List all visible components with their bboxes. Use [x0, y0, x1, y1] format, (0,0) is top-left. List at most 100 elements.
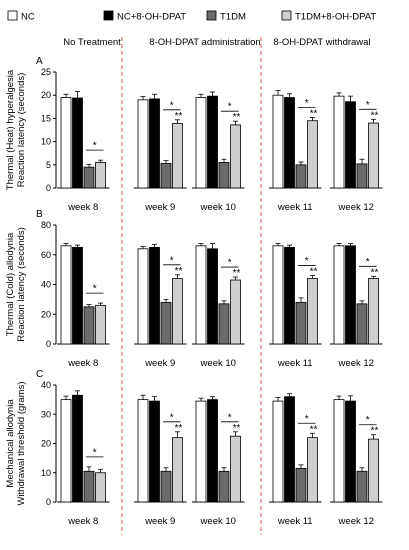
bar-t1dm — [356, 163, 368, 189]
y-tick-label: 5 — [46, 160, 51, 170]
bar-t1dm-8-oh-dpat — [172, 278, 183, 345]
bar-nc-8-oh-dpat — [72, 97, 83, 189]
group-week-11: week 11 *** — [269, 90, 322, 213]
y-tick-label: 0 — [46, 339, 51, 349]
group-week-11: week 11 *** — [269, 393, 322, 527]
bar-t1dm — [83, 166, 95, 189]
bar-nc-8-oh-dpat — [345, 400, 356, 503]
y-tick-label: 20 — [41, 309, 51, 319]
significance-mark: * — [93, 141, 97, 152]
bar-nc-8-oh-dpat — [345, 101, 356, 189]
bar-t1dm — [295, 164, 307, 189]
legend-label: T1DM+8-OH-DPAT — [295, 12, 376, 23]
group-week-12: week 12 *** — [330, 243, 383, 369]
bar-nc-8-oh-dpat — [284, 396, 295, 503]
x-tick-label: week 12 — [338, 202, 374, 213]
bar-nc — [195, 97, 207, 189]
group-week-9: week 9 *** — [134, 394, 187, 527]
legend-label: NC — [21, 12, 35, 23]
bar-nc-8-oh-dpat — [207, 248, 218, 345]
bar-nc — [60, 97, 72, 189]
legend-swatch-nc — [7, 10, 18, 21]
bar-t1dm — [356, 303, 368, 345]
legend-swatch-t1dm — [206, 10, 217, 21]
group-week-9: week 9 *** — [134, 93, 187, 213]
y-tick-label: 80 — [41, 220, 51, 230]
group-week-8: week 8 * — [57, 243, 110, 369]
bar-nc-8-oh-dpat — [284, 246, 295, 345]
bar-t1dm-8-oh-dpat — [95, 304, 106, 345]
x-tick-label: week 9 — [144, 202, 175, 213]
significance-mark: * — [305, 414, 309, 425]
phase-label-administration: 8-OH-DPAT administration — [149, 37, 260, 48]
group-week-10: week 10 *** — [192, 91, 245, 213]
bar-nc — [333, 399, 345, 503]
x-tick-label: week 10 — [200, 358, 236, 369]
significance-mark: * — [228, 258, 232, 269]
group-week-8: week 8 * — [57, 91, 110, 213]
bar-nc-8-oh-dpat — [72, 394, 83, 503]
y-tick-label: 60 — [41, 250, 51, 260]
bar-t1dm — [218, 303, 230, 345]
bar-t1dm-8-oh-dpat — [95, 162, 106, 189]
bar-nc — [137, 399, 149, 503]
bar-nc — [272, 400, 284, 503]
x-tick-label: week 9 — [144, 516, 175, 527]
x-tick-label: week 10 — [200, 516, 236, 527]
bar-nc — [333, 95, 345, 189]
bar-t1dm-8-oh-dpat — [368, 122, 379, 189]
bar-nc — [272, 245, 284, 345]
legend-label: T1DM — [220, 12, 246, 23]
bar-nc — [137, 248, 149, 345]
group-week-10: week 10 *** — [192, 396, 245, 527]
panel-b: B 0 20 40 60 80 Thermal (Cold) allodyniaReacti… — [5, 209, 383, 369]
significance-mark-double: ** — [310, 108, 318, 119]
bar-nc-8-oh-dpat — [149, 98, 160, 189]
significance-mark-double: ** — [371, 267, 379, 278]
x-tick-label: week 11 — [277, 202, 313, 213]
x-tick-label: week 10 — [200, 202, 236, 213]
phase-dividers — [121, 37, 262, 535]
bar-nc-8-oh-dpat — [207, 399, 218, 503]
y-tick-label: 10 — [41, 137, 51, 147]
bar-t1dm-8-oh-dpat — [368, 278, 379, 345]
bar-t1dm-8-oh-dpat — [172, 123, 183, 189]
legend-swatch-t1dm-8-oh-dpat — [281, 10, 292, 21]
legend-label: NC+8-OH-DPAT — [117, 12, 186, 23]
significance-mark: * — [228, 412, 232, 423]
x-tick-label: week 9 — [144, 358, 175, 369]
bar-t1dm — [218, 470, 230, 503]
bar-nc — [195, 245, 207, 345]
y-tick-label: 30 — [41, 409, 51, 419]
bar-t1dm — [295, 467, 307, 503]
panel-label: B — [36, 209, 43, 220]
significance-mark: * — [170, 255, 174, 266]
significance-mark: * — [170, 412, 174, 423]
significance-mark-double: ** — [371, 110, 379, 121]
y-tick-label: 10 — [41, 468, 51, 478]
bar-t1dm — [83, 306, 95, 345]
x-tick-label: week 8 — [67, 202, 98, 213]
phase-labels: No Treatment 8-OH-DPAT administration 8-… — [63, 37, 370, 48]
significance-mark: * — [93, 284, 97, 295]
legend: NC NC+8-OH-DPAT T1DM T1DM+8-OH-DPAT — [7, 10, 376, 23]
bar-t1dm-8-oh-dpat — [307, 437, 318, 503]
significance-mark: * — [228, 102, 232, 113]
significance-mark: * — [305, 256, 309, 267]
significance-mark-double: ** — [175, 266, 183, 277]
significance-mark: * — [170, 100, 174, 111]
x-tick-label: week 8 — [67, 516, 98, 527]
bar-t1dm — [83, 470, 95, 503]
x-tick-label: week 12 — [338, 358, 374, 369]
significance-mark-double: ** — [175, 423, 183, 434]
phase-label-no-treatment: No Treatment — [63, 37, 121, 48]
panel-a: A 0 5 10 15 20 25 Thermal (Heat) hyperalgesiaRe… — [5, 56, 383, 213]
bar-nc-8-oh-dpat — [345, 245, 356, 345]
y-tick-label: 0 — [46, 497, 51, 507]
panel-label: A — [36, 56, 43, 67]
bar-t1dm — [160, 163, 172, 189]
bar-nc — [137, 99, 149, 189]
significance-mark-double: ** — [175, 111, 183, 122]
bar-t1dm — [295, 301, 307, 345]
